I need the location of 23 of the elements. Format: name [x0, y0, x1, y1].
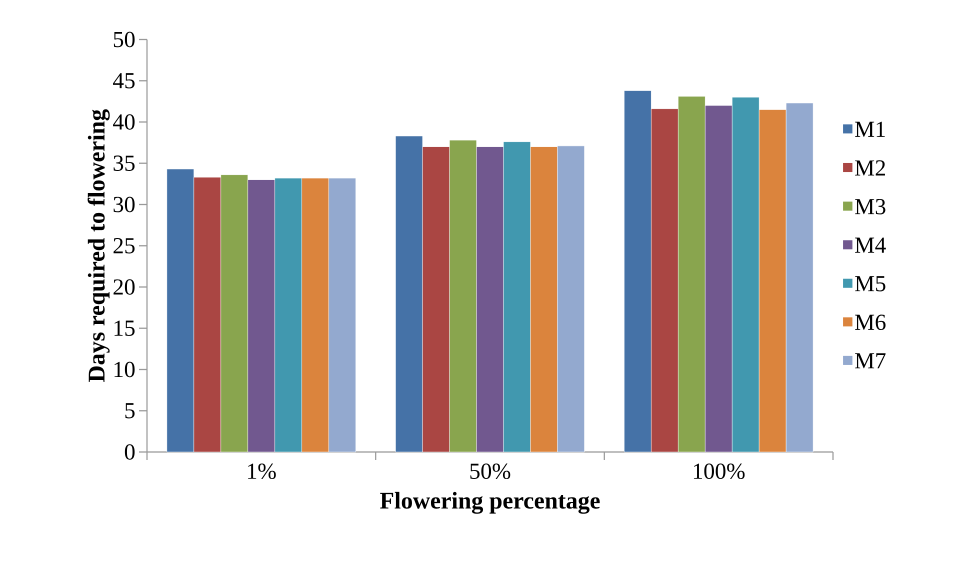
- y-tick-label: 5: [125, 403, 135, 418]
- x-tick-label: 50%: [470, 464, 510, 480]
- y-tick-label: 35: [114, 156, 135, 171]
- x-axis-title: Flowering percentage: [380, 492, 600, 514]
- y-tick-label: 20: [114, 279, 135, 295]
- y-tick-label: 0: [124, 444, 135, 460]
- legend-label: M4: [855, 238, 886, 253]
- x-tick-label: 100%: [694, 464, 745, 480]
- y-tick-label: 50: [114, 32, 135, 48]
- y-tick-label: 45: [113, 73, 135, 88]
- x-tick-label: 1%: [248, 464, 276, 480]
- legend-label: M3: [855, 198, 886, 214]
- y-tick-label: 15: [114, 320, 135, 336]
- y-axis-title: Days required to flowering: [88, 109, 110, 382]
- legend-label: M2: [855, 160, 885, 176]
- legend-label: M5: [855, 276, 886, 292]
- y-tick-label: 25: [114, 238, 135, 254]
- y-tick-label: 10: [114, 362, 135, 378]
- legend-label: M6: [855, 314, 886, 330]
- y-tick-label: 30: [114, 196, 135, 212]
- legend-label: M1: [855, 122, 885, 137]
- legend-label: M7: [855, 353, 886, 368]
- y-tick-label: 40: [113, 114, 135, 130]
